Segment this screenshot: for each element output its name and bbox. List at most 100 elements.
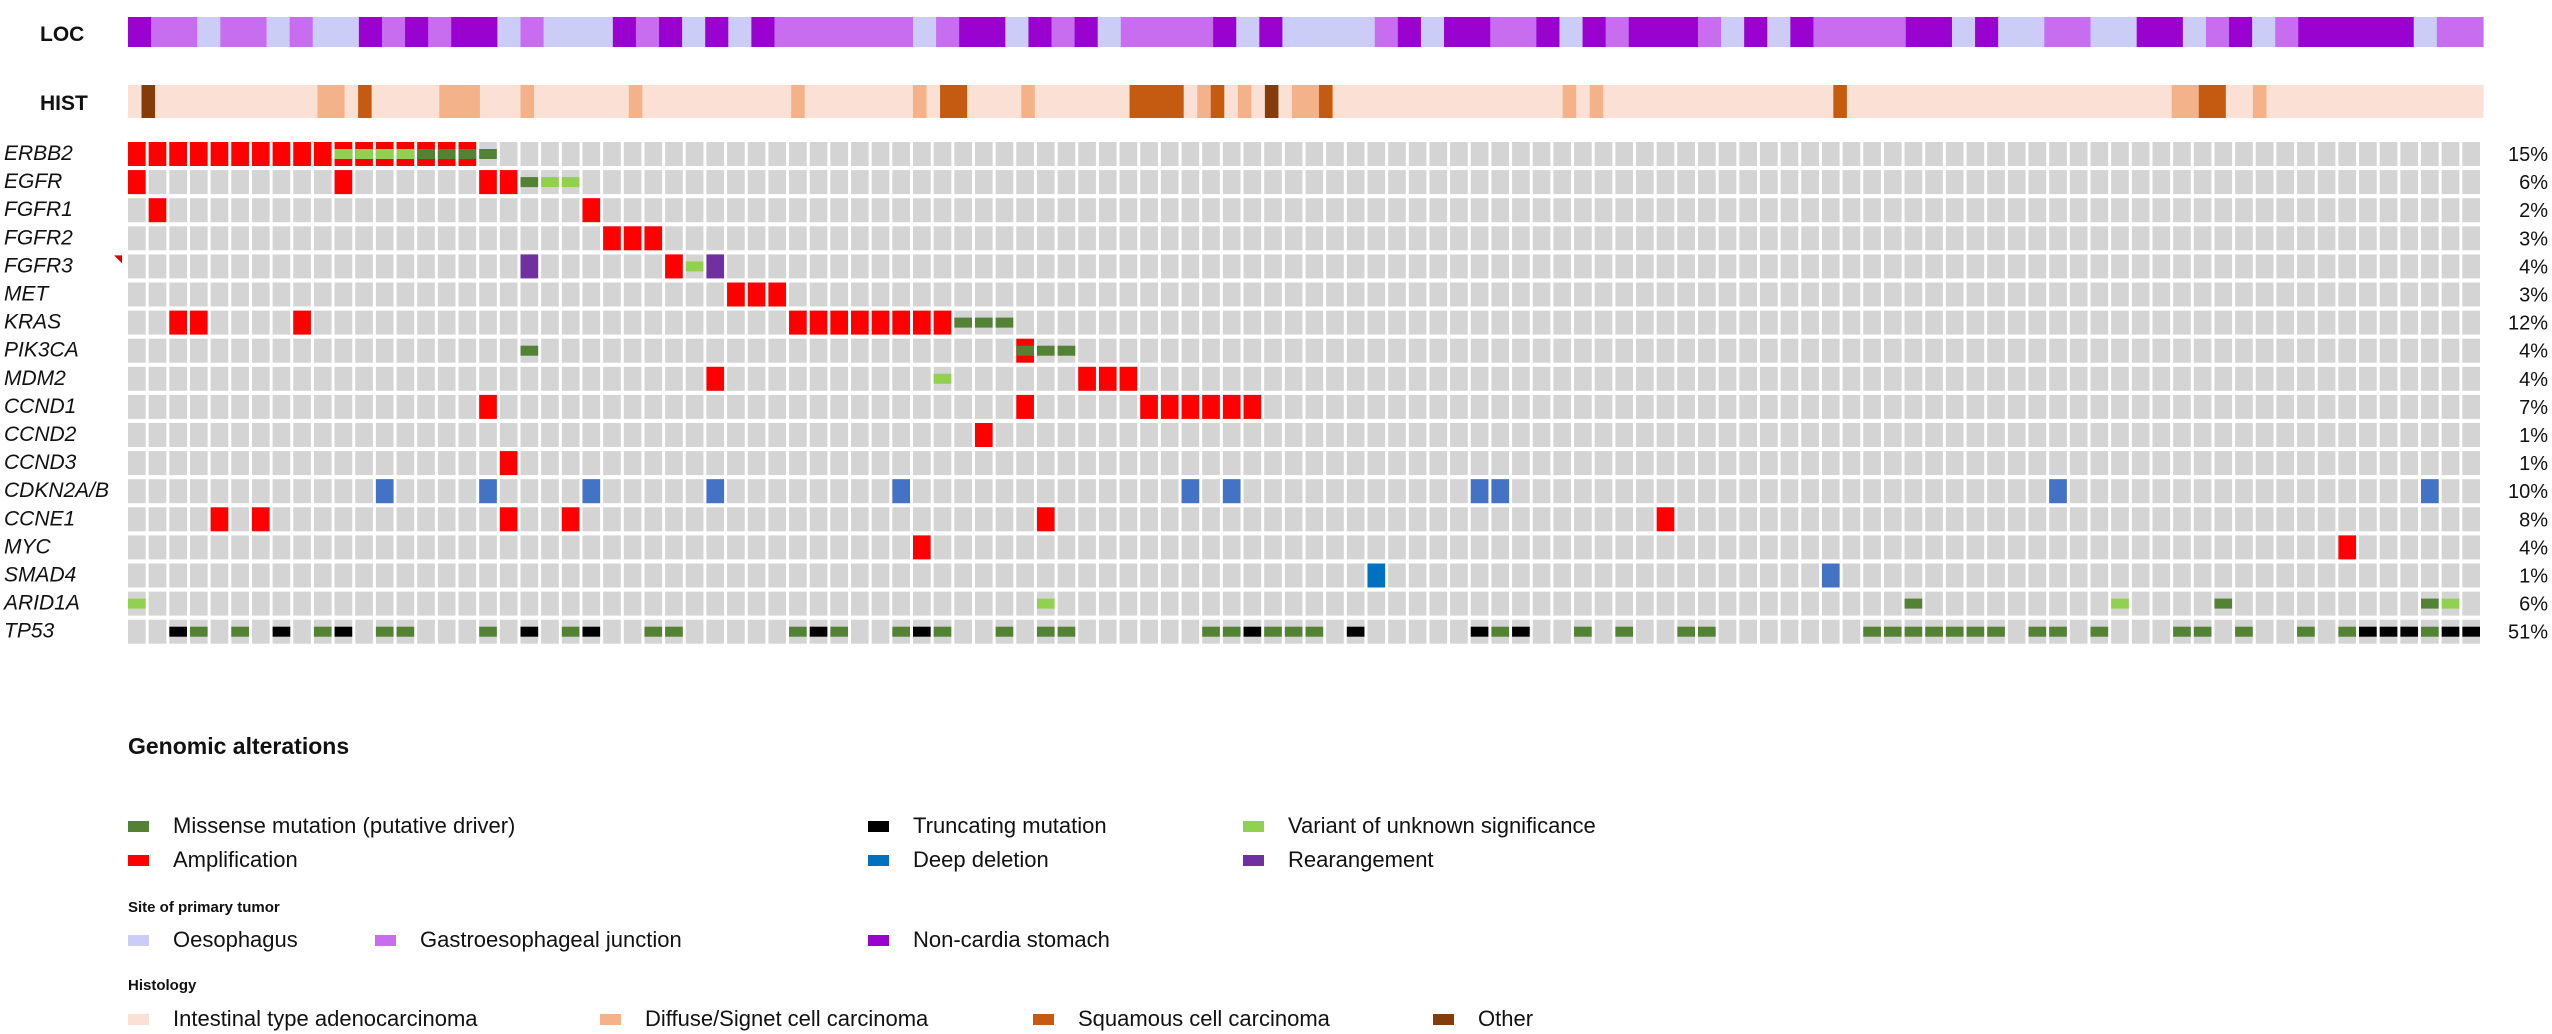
cell-background	[1863, 338, 1881, 363]
cell-background	[1408, 366, 1427, 391]
track-loc-segment	[889, 17, 914, 47]
cell-background	[2152, 198, 2171, 223]
cell-background	[1842, 310, 1861, 335]
legend-swatch-truncating	[868, 820, 889, 832]
track-loc-segment	[1490, 17, 1514, 47]
cell-background	[1367, 254, 1386, 279]
cell-background	[561, 451, 580, 476]
cell-background	[2421, 563, 2439, 588]
cell-background	[665, 451, 683, 476]
cell-background	[995, 282, 1014, 307]
cell-background	[1222, 310, 1241, 335]
cell-background	[871, 423, 890, 447]
track-hist-segment	[1116, 85, 1131, 118]
cell-background	[623, 170, 642, 195]
cell-background	[2090, 366, 2109, 391]
cell-background	[2317, 451, 2336, 476]
cell-background	[2173, 226, 2191, 251]
cell-background	[210, 226, 229, 251]
track-hist-segment	[1021, 85, 1036, 118]
cell-background	[1698, 254, 1716, 279]
cell-background	[2317, 142, 2336, 166]
cell-background	[1945, 451, 1964, 476]
alteration-amplification	[251, 507, 270, 532]
cell-background	[2359, 563, 2377, 588]
cell-background	[499, 198, 518, 223]
cell-background	[1346, 423, 1365, 447]
cell-background	[1925, 366, 1943, 391]
cell-background	[2462, 591, 2480, 616]
cell-background	[499, 423, 518, 447]
cell-background	[520, 226, 539, 251]
cell-background	[2193, 563, 2212, 588]
cell-background	[2276, 338, 2295, 363]
cell-background	[2359, 254, 2377, 279]
alteration-amplification	[913, 535, 931, 560]
cell-background	[2131, 338, 2150, 363]
cell-background	[1119, 394, 1138, 419]
legend-swatch-vus	[1243, 820, 1264, 832]
cell-background	[355, 226, 373, 251]
gene-label-kras: KRAS	[4, 311, 61, 334]
cell-background	[1698, 479, 1716, 504]
cell-background	[2049, 591, 2067, 616]
cell-background	[2297, 142, 2315, 166]
cell-background	[293, 170, 311, 195]
cell-background	[2193, 479, 2212, 504]
cell-background	[706, 423, 725, 447]
cell-background	[913, 282, 931, 307]
cell-background	[1119, 142, 1138, 166]
cell-background	[2214, 366, 2233, 391]
alteration-missense	[974, 317, 993, 328]
cell-background	[1553, 507, 1572, 532]
cell-background	[809, 535, 828, 560]
cell-background	[1966, 479, 1985, 504]
cell-background	[1656, 142, 1675, 166]
cell-background	[2111, 170, 2129, 195]
cell-background	[1532, 226, 1551, 251]
cell-background	[210, 282, 229, 307]
cell-background	[1284, 591, 1303, 616]
cell-background	[375, 310, 394, 335]
cell-background	[830, 451, 849, 476]
cell-background	[1305, 338, 1324, 363]
track-loc-segment	[1698, 17, 1722, 47]
track-hist-segment	[1102, 85, 1117, 118]
cell-background	[665, 563, 683, 588]
cell-background	[2111, 619, 2129, 644]
cell-background	[1202, 451, 1220, 476]
cell-background	[2007, 142, 2026, 166]
cell-background	[1739, 619, 1757, 644]
cell-background	[1677, 591, 1695, 616]
cell-background	[1346, 282, 1365, 307]
track-loc-segment	[520, 17, 545, 47]
cell-background	[830, 254, 849, 279]
cell-background	[2462, 282, 2480, 307]
cell-background	[1470, 310, 1489, 335]
track-hist-segment	[2252, 85, 2268, 118]
cell-background	[1883, 310, 1902, 335]
cell-background	[1987, 479, 2005, 504]
cell-background	[851, 394, 869, 419]
cell-background	[375, 226, 394, 251]
cell-background	[830, 366, 849, 391]
cell-background	[1863, 563, 1881, 588]
cell-background	[437, 366, 456, 391]
cell-background	[1264, 507, 1282, 532]
cell-background	[1759, 619, 1778, 644]
cell-background	[1966, 310, 1985, 335]
track-hist-segment	[1183, 85, 1198, 118]
cell-background	[2090, 423, 2109, 447]
cell-background	[768, 423, 787, 447]
cell-background	[251, 619, 270, 644]
cell-background	[334, 591, 353, 616]
frequency-label-fgfr1: 2%	[2519, 200, 2548, 222]
cell-background	[561, 282, 580, 307]
cell-background	[1346, 198, 1365, 223]
cell-background	[2069, 591, 2088, 616]
track-loc-segment	[1905, 17, 1930, 47]
cell-background	[1780, 366, 1799, 391]
cell-background	[1987, 198, 2005, 223]
track-hist-segment	[1955, 85, 1970, 118]
cell-background	[582, 142, 601, 166]
